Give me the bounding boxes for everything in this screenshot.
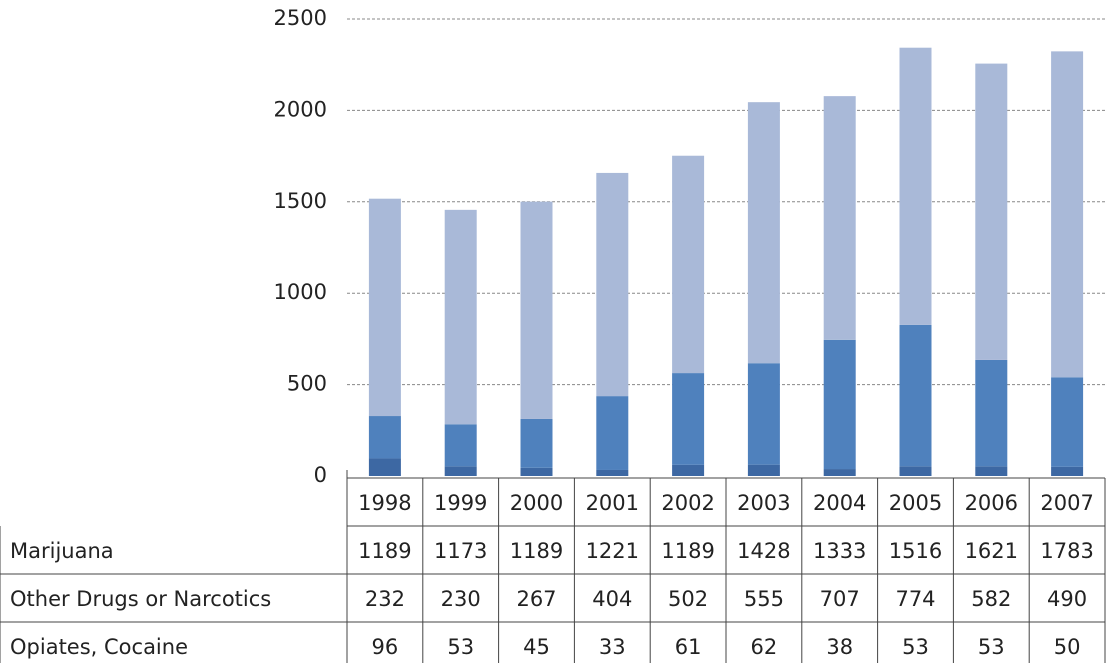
bar-segment [975,466,1008,476]
x-tick-label: 2002 [661,491,714,515]
bar-segment [975,359,1008,467]
table-value: 232 [365,587,405,611]
bar-segment [899,47,932,325]
bar-segment [899,324,932,467]
table-value: 774 [895,587,935,611]
table-value: 555 [744,587,784,611]
table-value: 1783 [1040,539,1093,563]
bar-segment [596,396,629,470]
bar-segment [1051,466,1084,476]
table-value: 1221 [586,539,639,563]
x-tick-label: 2005 [889,491,942,515]
y-tick-label: 1500 [274,189,327,213]
bar-segment [596,469,629,476]
table-value: 707 [820,587,860,611]
x-tick-label: 2007 [1040,491,1093,515]
x-tick-label: 2003 [737,491,790,515]
bar-segment [672,373,705,465]
bar-segment [520,418,553,468]
bar-segment [823,96,856,340]
bar-segment [1051,377,1084,467]
legend-label: Marijuana [10,539,114,563]
x-tick-label: 2004 [813,491,866,515]
bar-segment [747,464,780,476]
table-value: 1428 [737,539,790,563]
bar-segment [747,363,780,465]
bar-segment [444,466,477,476]
x-tick-label: 2001 [586,491,639,515]
table-value: 50 [1054,635,1081,659]
bar-segment [975,63,1008,360]
x-tick-label: 1999 [434,491,487,515]
table-value: 1189 [510,539,563,563]
table-value: 53 [902,635,929,659]
bar-segment [747,102,780,364]
bar-segment [672,464,705,476]
y-tick-label: 1000 [274,280,327,304]
table-value: 33 [599,635,626,659]
bar-segment [1051,51,1084,378]
bar-segment [368,416,401,459]
y-tick-label: 0 [314,463,327,487]
bar-segment [444,424,477,467]
bar-segment [672,155,705,374]
table-value: 230 [441,587,481,611]
table-value: 1189 [661,539,714,563]
table-value: 62 [751,635,778,659]
bar-segment [368,198,401,417]
table-value: 404 [592,587,632,611]
y-tick-label: 2000 [274,97,327,121]
table-value: 53 [447,635,474,659]
table-value: 38 [826,635,853,659]
bar-segment [444,209,477,425]
table-value: 1621 [965,539,1018,563]
bar-segment [823,339,856,470]
table-value: 45 [523,635,550,659]
legend-label: Other Drugs or Narcotics [10,587,271,611]
table-value: 267 [516,587,556,611]
bar-segment [596,172,629,397]
x-tick-label: 2000 [510,491,563,515]
bar-segment [823,469,856,476]
bar-segment [368,458,401,476]
bar-segment [520,467,553,476]
bar-segment [520,201,553,419]
y-tick-label: 2500 [274,6,327,30]
table-value: 1189 [358,539,411,563]
table-value: 61 [675,635,702,659]
table-value: 502 [668,587,708,611]
x-tick-label: 1998 [358,491,411,515]
table-value: 96 [372,635,399,659]
table-value: 490 [1047,587,1087,611]
table-value: 582 [971,587,1011,611]
bar-segment [899,466,932,476]
table-value: 1516 [889,539,942,563]
y-tick-label: 500 [287,372,327,396]
table-value: 1333 [813,539,866,563]
legend-label: Opiates, Cocaine [10,635,188,659]
table-value: 1173 [434,539,487,563]
table-value: 53 [978,635,1005,659]
x-tick-label: 2006 [965,491,1018,515]
